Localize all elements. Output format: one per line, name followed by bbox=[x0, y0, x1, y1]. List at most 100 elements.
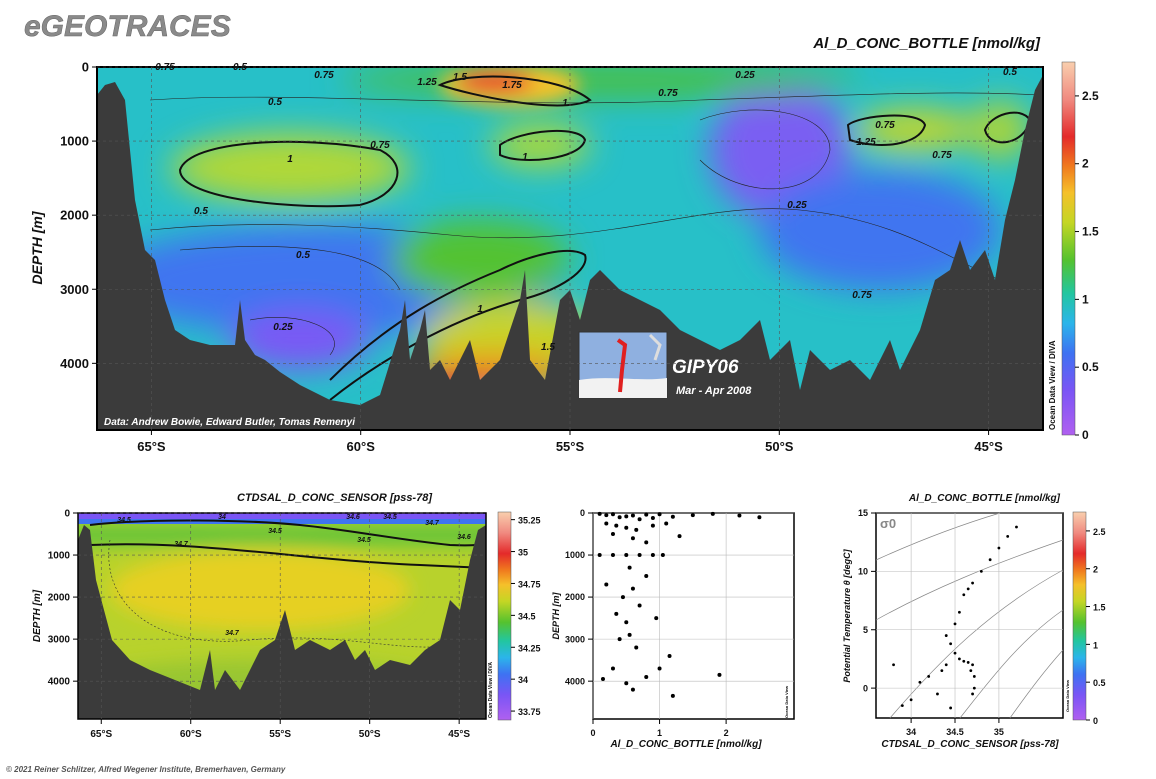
y-tick-label: 2000 bbox=[48, 593, 71, 604]
point bbox=[953, 651, 957, 655]
contour-label: 34.5 bbox=[357, 537, 371, 544]
contour-label: 0.5 bbox=[268, 97, 282, 108]
y-tick-label: 1000 bbox=[48, 551, 71, 562]
colorbar-label: 0 bbox=[1082, 428, 1089, 442]
contour-label: 34.6 bbox=[346, 514, 360, 521]
contour-label: 0.5 bbox=[296, 250, 310, 261]
point bbox=[654, 616, 659, 621]
y-tick-label: 3000 bbox=[565, 634, 585, 644]
colorbar-label: 0 bbox=[1093, 716, 1098, 726]
frame bbox=[592, 512, 795, 720]
point bbox=[597, 553, 602, 558]
colorbar-label: 34.5 bbox=[518, 611, 536, 621]
y-axis-label: DEPTH [m] bbox=[29, 210, 45, 284]
colorbar-label: 35.25 bbox=[518, 516, 541, 526]
point bbox=[624, 525, 629, 530]
colorbar-label: 34.75 bbox=[518, 579, 541, 589]
point bbox=[600, 677, 605, 682]
contour-label: 34.7 bbox=[425, 520, 440, 527]
side-label: Ocean Data View bbox=[784, 685, 789, 718]
point bbox=[972, 686, 976, 690]
y-tick-label: 3000 bbox=[48, 635, 71, 646]
point bbox=[650, 553, 655, 558]
contour-label: 0.25 bbox=[273, 322, 293, 333]
x-tick-label: 34.5 bbox=[946, 727, 964, 737]
chart-title: Al_D_CONC_BOTTLE [nmol/kg] bbox=[908, 493, 1061, 504]
x-tick-label: 55°S bbox=[556, 439, 585, 454]
contour-label: 0.25 bbox=[735, 70, 755, 81]
colorbar bbox=[497, 511, 512, 721]
point bbox=[962, 659, 966, 663]
contour-label: 0.5 bbox=[1003, 67, 1017, 78]
y-tick-label: 4000 bbox=[48, 677, 71, 688]
frame bbox=[875, 512, 1064, 719]
colorbar-label: 33.75 bbox=[518, 707, 541, 717]
y-axis-label: DEPTH [m] bbox=[32, 589, 43, 642]
y-tick-label: 0 bbox=[82, 60, 89, 75]
point bbox=[966, 587, 970, 591]
point bbox=[670, 514, 675, 519]
point bbox=[670, 693, 675, 698]
point bbox=[969, 669, 973, 673]
colorbar-label: 1 bbox=[1093, 640, 1098, 650]
point bbox=[614, 611, 619, 616]
point bbox=[634, 527, 639, 532]
inset-map bbox=[578, 331, 668, 399]
point bbox=[958, 657, 961, 661]
point bbox=[667, 653, 672, 658]
contour-label: 1 bbox=[477, 304, 483, 315]
contour-label: 1 bbox=[287, 154, 293, 165]
bathymetry bbox=[78, 525, 486, 719]
point bbox=[949, 706, 953, 710]
contour-label: 0.5 bbox=[194, 206, 208, 217]
point bbox=[650, 523, 655, 528]
point bbox=[604, 513, 609, 518]
contour-label: 0.75 bbox=[370, 140, 390, 151]
contour-label: 1.5 bbox=[453, 72, 467, 83]
contour-label: 1 bbox=[562, 98, 568, 109]
point bbox=[650, 516, 655, 521]
point bbox=[710, 511, 715, 516]
point bbox=[610, 512, 615, 517]
isopycnals bbox=[875, 512, 1064, 719]
point bbox=[610, 553, 615, 558]
sigma-symbol: σ0 bbox=[880, 516, 896, 531]
point bbox=[979, 569, 983, 573]
point bbox=[972, 675, 976, 678]
point bbox=[610, 666, 615, 671]
x-tick-label: 0 bbox=[590, 728, 595, 738]
app-title: eGEOTRACES bbox=[24, 10, 231, 43]
colorbar bbox=[1061, 61, 1076, 436]
point bbox=[604, 521, 609, 526]
y-tick-label: 4000 bbox=[565, 676, 585, 686]
point bbox=[971, 692, 974, 696]
x-tick-label: 55°S bbox=[269, 729, 291, 740]
point bbox=[660, 553, 665, 558]
y-tick-label: 2000 bbox=[60, 208, 89, 223]
colorbar-label: 1.5 bbox=[1082, 225, 1099, 239]
point bbox=[644, 574, 649, 579]
y-tick-label: 15 bbox=[858, 508, 868, 518]
colorbar-label: 2.5 bbox=[1093, 527, 1106, 537]
point bbox=[637, 603, 642, 608]
point bbox=[624, 620, 629, 625]
contour-label: 1.25 bbox=[856, 137, 876, 148]
contour-label: 34.6 bbox=[457, 534, 471, 541]
colorbar-label: 35 bbox=[518, 548, 528, 558]
point bbox=[900, 704, 904, 708]
colorbar-label: 1.5 bbox=[1093, 603, 1106, 613]
y-tick-label: 0 bbox=[64, 509, 70, 520]
contour-label: 1.5 bbox=[541, 342, 555, 353]
point bbox=[958, 610, 961, 614]
side-label: Ocean Data View / DIVA bbox=[488, 662, 494, 718]
point bbox=[624, 514, 629, 519]
point bbox=[644, 512, 649, 517]
contour-label: 34.7 bbox=[225, 630, 240, 637]
side-label: Ocean Data View / DIVA bbox=[1048, 340, 1057, 430]
x-tick-label: 45°S bbox=[974, 439, 1003, 454]
colorbar bbox=[1072, 511, 1087, 721]
chart-title: Al_D_CONC_BOTTLE [nmol/kg] bbox=[812, 35, 1041, 52]
point bbox=[940, 669, 944, 673]
point bbox=[988, 558, 992, 562]
cruise: GIPY06 bbox=[672, 357, 739, 378]
